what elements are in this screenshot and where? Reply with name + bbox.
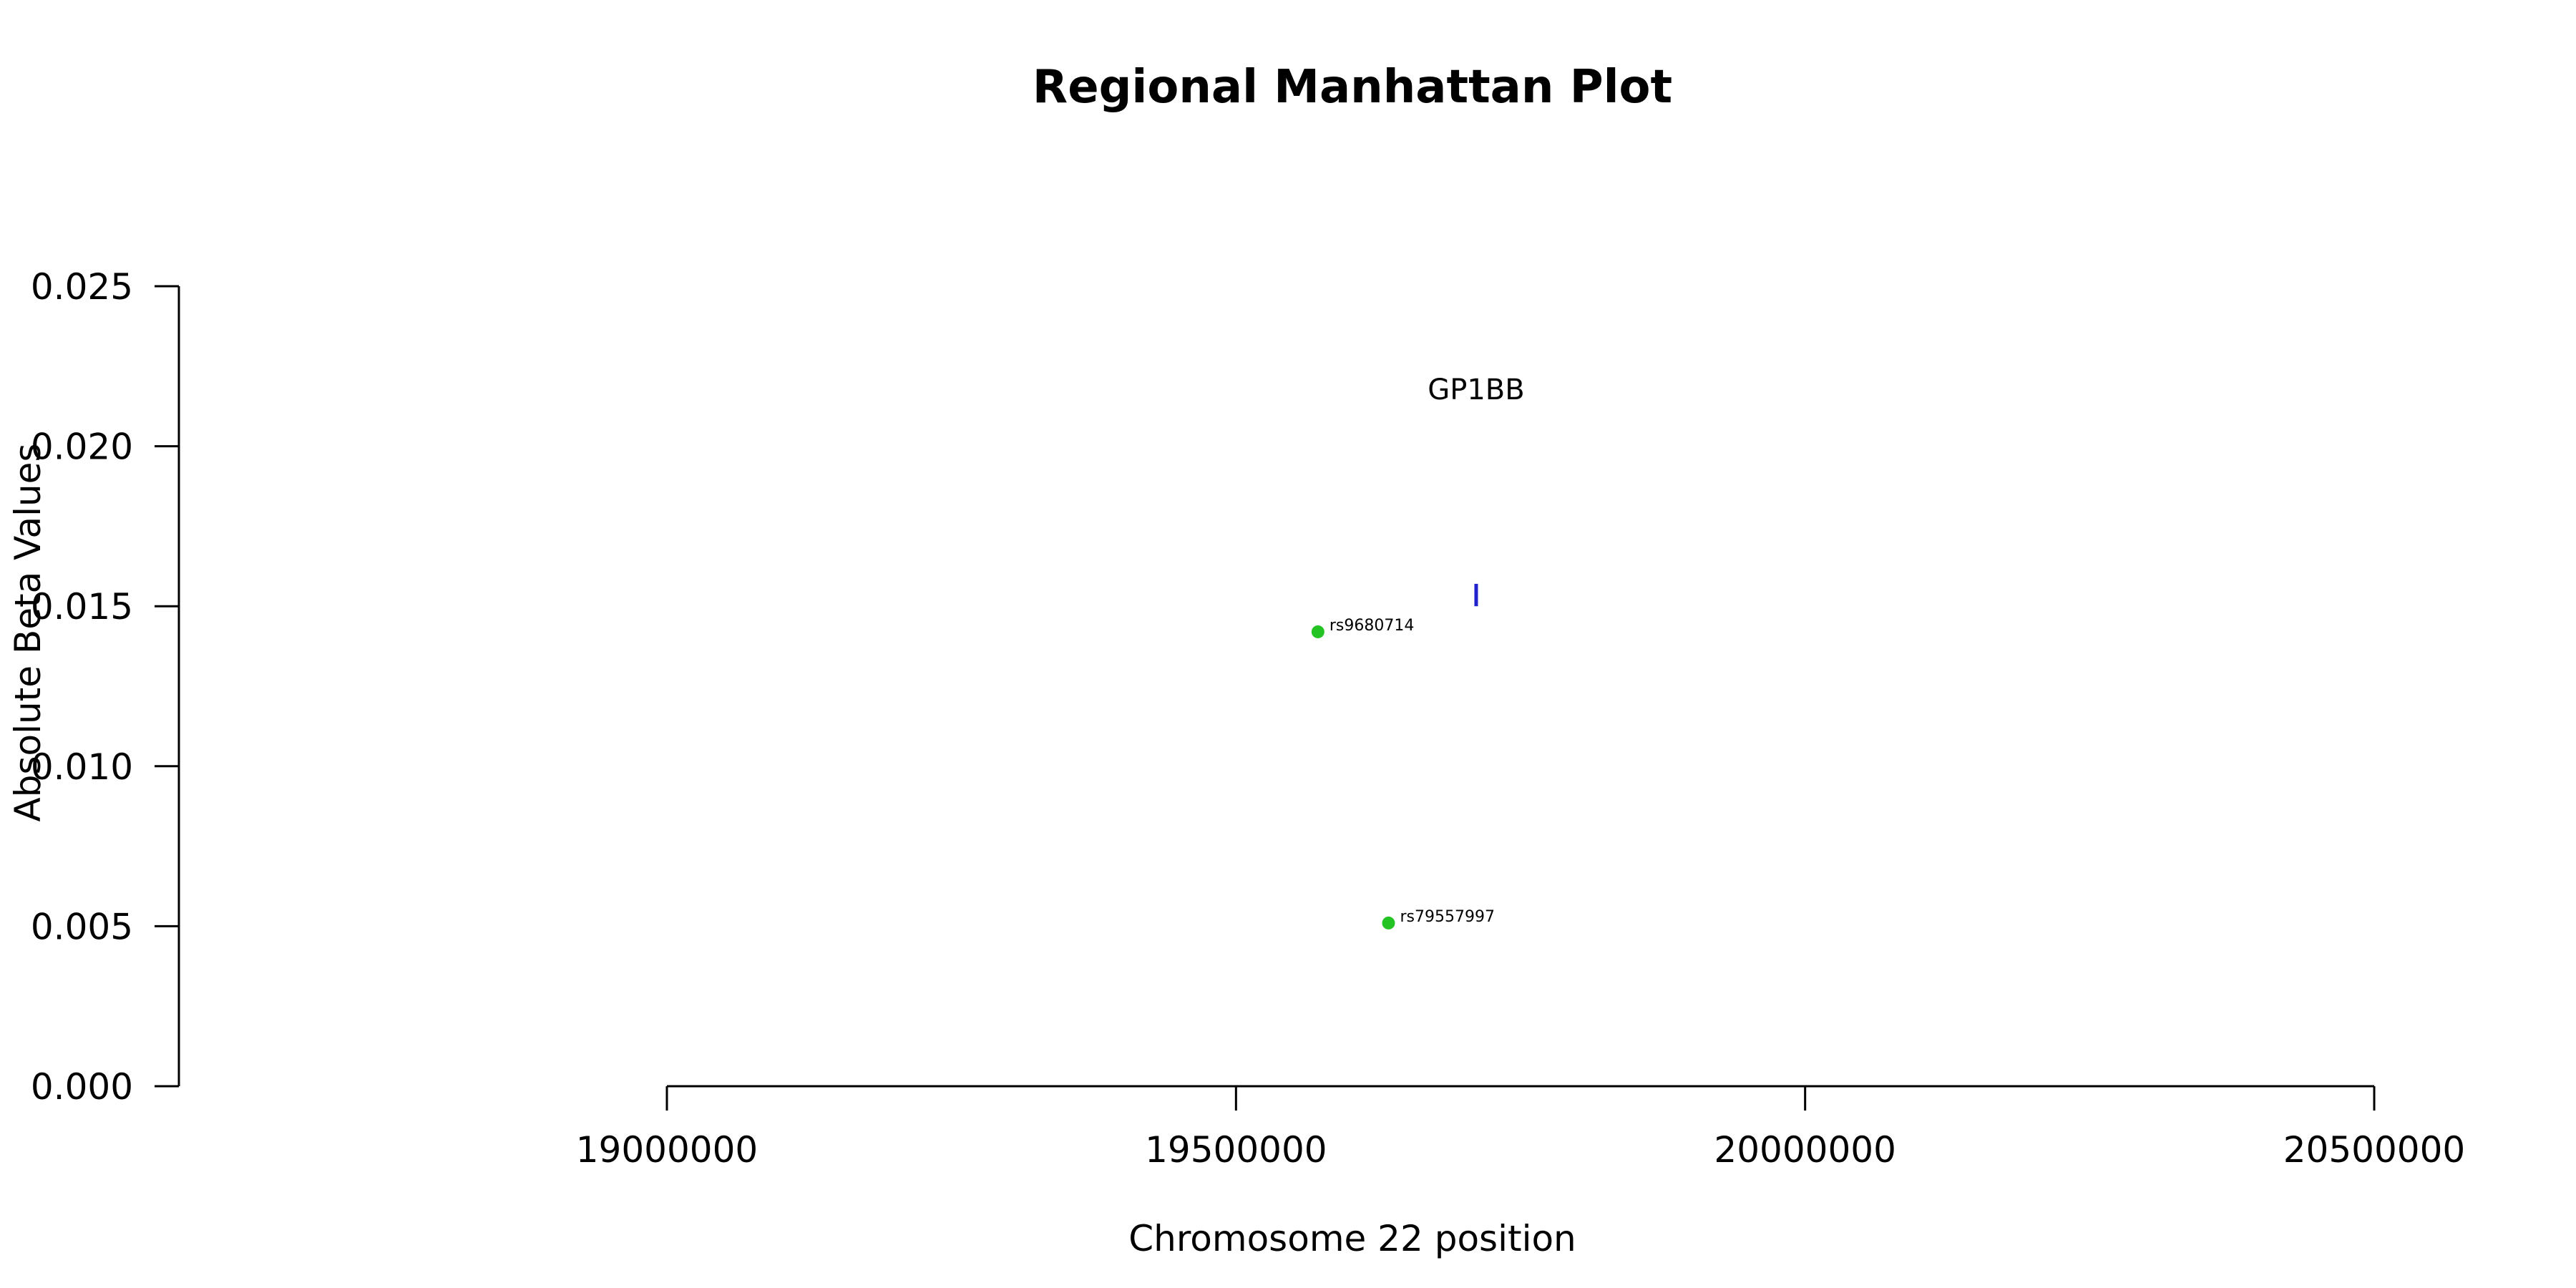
snp-points: rs9680714 rs79557997: [1311, 617, 1495, 930]
gene-label: GP1BB: [1428, 374, 1524, 406]
snp-point: [1311, 625, 1324, 638]
x-tick-label: 19500000: [1145, 1129, 1327, 1171]
snp-point: [1382, 916, 1395, 930]
x-tick-label: 20000000: [1714, 1129, 1896, 1171]
chart-title: Regional Manhattan Plot: [1033, 61, 1672, 114]
y-tick-label: 0.000: [31, 1066, 133, 1108]
y-tick-label: 0.020: [31, 426, 133, 468]
snp-point-label: rs9680714: [1330, 617, 1415, 635]
y-tick-label: 0.010: [31, 746, 133, 788]
y-tick-label: 0.015: [31, 586, 133, 628]
x-tick-label: 19000000: [576, 1129, 758, 1171]
y-axis-label: Absolute Beta Values: [7, 444, 49, 822]
x-axis: 19000000 19500000 20000000 20500000: [576, 1085, 2466, 1171]
y-axis: 0.000 0.005 0.010 0.015 0.020 0.025: [31, 266, 180, 1108]
y-tick-label: 0.025: [31, 266, 133, 308]
x-axis-label: Chromosome 22 position: [1128, 1218, 1576, 1259]
x-tick-label: 20500000: [2283, 1129, 2466, 1171]
gene-markers: GP1BB: [1428, 374, 1525, 607]
y-tick-label: 0.005: [31, 906, 133, 947]
snp-point-label: rs79557997: [1400, 908, 1494, 926]
